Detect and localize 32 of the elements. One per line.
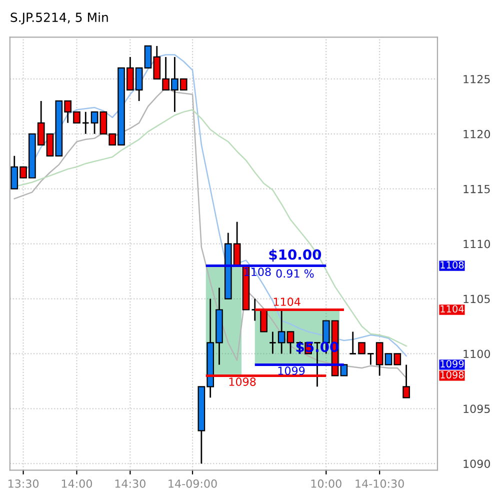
x-tick-label: 10:00 [311, 479, 342, 488]
x-tick-label: 14:00 [62, 479, 92, 488]
chart-title: S.JP.5214, 5 Min [10, 12, 108, 24]
text: 1098 [440, 371, 464, 379]
y-tick-label: 1105 [464, 294, 490, 304]
x-tick-label: 14-09:00 [168, 479, 217, 488]
candlestick [366, 353, 374, 366]
y-tick-label: 1120 [464, 130, 490, 138]
ref-line-label: 1099 [278, 366, 305, 375]
y-tick-label: 1090 [464, 460, 490, 468]
text: 1108 [440, 261, 464, 269]
y-tick-label: 1100 [464, 350, 490, 358]
candlestick [90, 111, 98, 135]
candlestick [376, 342, 384, 376]
text: 1104 [440, 305, 464, 313]
annotation: 0.91 % [276, 269, 314, 278]
ref-line-label: 1098 [229, 378, 256, 386]
annotation: $10.00 [269, 249, 322, 262]
y-tick-label: 1125 [464, 74, 490, 84]
ref-line-label: 1104 [274, 298, 300, 306]
candlestick [349, 331, 357, 354]
x-tick-label: 13:30 [8, 479, 39, 488]
y-tick-label: 1115 [464, 184, 490, 194]
y-tick-label: 1095 [464, 404, 490, 414]
candlestick [268, 331, 276, 354]
x-tick-label: 14-10:30 [356, 479, 404, 488]
candlestick [402, 364, 410, 398]
y-tick-label: 1110 [464, 240, 490, 248]
candlestick [358, 342, 366, 354]
candlestick [82, 111, 90, 135]
text: 1099 [440, 360, 464, 368]
x-tick-label: 14:30 [115, 479, 146, 488]
